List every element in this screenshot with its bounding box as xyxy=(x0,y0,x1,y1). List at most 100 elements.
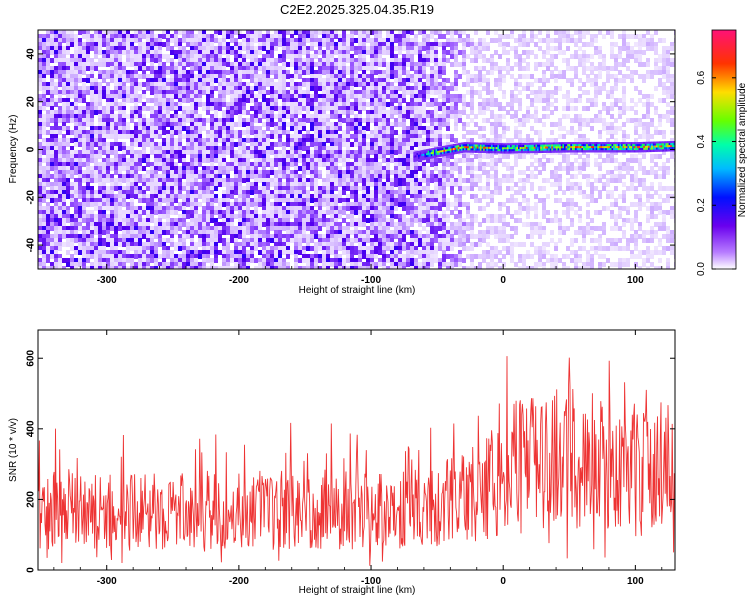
heat-cell xyxy=(106,74,110,79)
heat-cell xyxy=(162,62,166,67)
heat-cell xyxy=(230,90,234,95)
heat-cell xyxy=(94,42,98,47)
heat-cell xyxy=(106,218,110,223)
heat-cell xyxy=(126,130,130,135)
heat-cell xyxy=(362,90,366,95)
heat-cell xyxy=(266,198,270,203)
heat-cell xyxy=(82,46,86,51)
heat-cell xyxy=(126,38,130,43)
heat-cell xyxy=(150,62,154,67)
heat-cell xyxy=(310,238,314,243)
heat-cell xyxy=(342,198,346,203)
heat-cell xyxy=(366,78,370,83)
heat-cell xyxy=(402,186,406,191)
heat-cell xyxy=(54,258,58,263)
heat-cell xyxy=(278,218,282,223)
heat-cell xyxy=(50,150,54,155)
heat-cell xyxy=(130,34,134,39)
heat-cell xyxy=(202,250,206,255)
heat-cell xyxy=(186,194,190,199)
heat-cell xyxy=(294,142,298,147)
heat-cell xyxy=(242,110,246,115)
heat-cell xyxy=(110,50,114,55)
heat-cell xyxy=(382,198,386,203)
heat-cell xyxy=(202,30,206,35)
heat-cell xyxy=(114,234,118,239)
heat-cell xyxy=(362,162,366,167)
heat-cell xyxy=(238,122,242,127)
heat-cell xyxy=(62,150,66,155)
heat-cell xyxy=(230,50,234,55)
heat-cell xyxy=(146,74,150,79)
heat-cell xyxy=(42,170,46,175)
heat-cell xyxy=(142,66,146,71)
heat-cell xyxy=(222,178,226,183)
heat-cell xyxy=(70,38,74,43)
heat-cell xyxy=(198,250,202,255)
heat-cell xyxy=(266,238,270,243)
heat-cell xyxy=(78,74,82,79)
heat-cell xyxy=(206,98,210,103)
heat-cell xyxy=(406,174,410,179)
heat-cell xyxy=(238,142,242,147)
heat-cell xyxy=(354,106,358,111)
heat-cell xyxy=(138,122,142,127)
heat-cell xyxy=(386,174,390,179)
heat-cell xyxy=(366,146,370,151)
heat-cell xyxy=(182,110,186,115)
heat-cell xyxy=(154,182,158,187)
heat-cell xyxy=(46,162,50,167)
heat-cell xyxy=(278,246,282,251)
heat-cell xyxy=(158,86,162,91)
heat-cell xyxy=(150,242,154,247)
heat-cell xyxy=(402,150,406,155)
heat-cell xyxy=(158,174,162,179)
heat-cell xyxy=(166,38,170,43)
heat-cell xyxy=(122,218,126,223)
heat-cell xyxy=(362,54,366,59)
heat-cell xyxy=(74,66,78,71)
heat-cell xyxy=(74,138,78,143)
heat-cell xyxy=(254,118,258,123)
heat-cell xyxy=(126,254,130,259)
heat-cell xyxy=(94,162,98,167)
heat-cell xyxy=(262,34,266,39)
heat-cell xyxy=(370,250,374,255)
heat-cell xyxy=(334,218,338,223)
heat-cell xyxy=(302,58,306,63)
heat-cell xyxy=(198,190,202,195)
heat-cell xyxy=(406,242,410,247)
heat-cell xyxy=(394,62,398,67)
heat-cell xyxy=(362,138,366,143)
heat-cell xyxy=(318,206,322,211)
heat-cell xyxy=(182,34,186,39)
heat-cell xyxy=(110,202,114,207)
heat-cell xyxy=(238,134,242,139)
heat-cell xyxy=(330,154,334,159)
heat-cell xyxy=(242,74,246,79)
heat-cell xyxy=(250,218,254,223)
heat-cell xyxy=(70,170,74,175)
heat-cell xyxy=(378,46,382,51)
heat-cell xyxy=(38,62,42,67)
heat-cell xyxy=(194,194,198,199)
heat-cell xyxy=(238,194,242,199)
heat-cell xyxy=(178,226,182,231)
heat-cell xyxy=(90,110,94,115)
heat-cell xyxy=(270,266,274,269)
heat-cell xyxy=(262,114,266,119)
heat-cell xyxy=(414,82,418,87)
heat-cell xyxy=(218,214,222,219)
heat-cell xyxy=(102,246,106,251)
heat-cell xyxy=(282,30,286,35)
heat-cell xyxy=(362,102,366,107)
heat-cell xyxy=(386,170,390,175)
heat-cell xyxy=(54,246,58,251)
heat-cell xyxy=(186,38,190,43)
heat-cell xyxy=(106,262,110,267)
heat-cell xyxy=(42,214,46,219)
heat-cell xyxy=(238,198,242,203)
heat-cell xyxy=(74,226,78,231)
heat-cell xyxy=(274,218,278,223)
heat-cell xyxy=(154,254,158,259)
